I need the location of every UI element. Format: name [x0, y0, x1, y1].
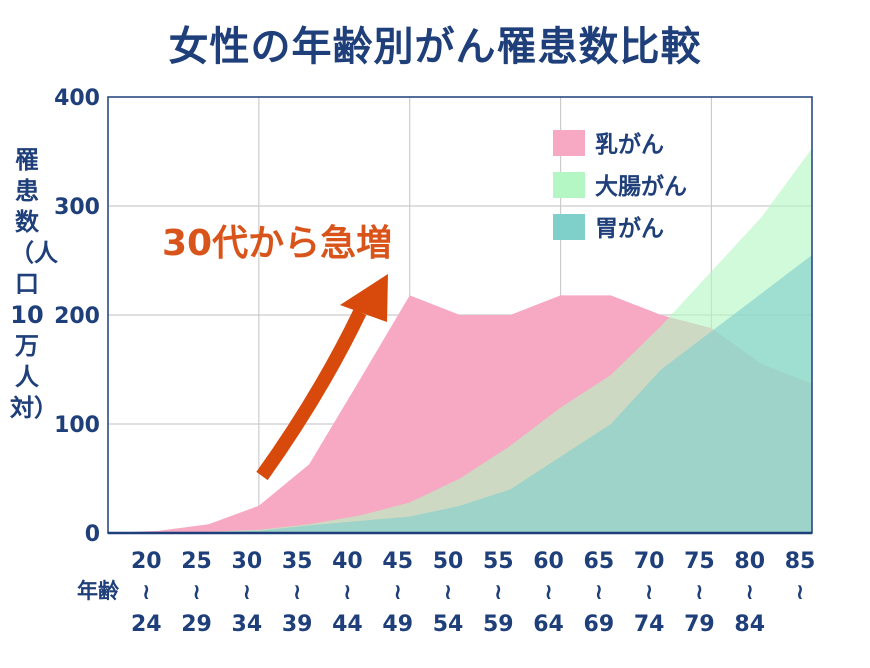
x-tick-start: 40	[332, 549, 363, 574]
x-tick-separator: ≀	[695, 580, 703, 605]
x-tick-separator: ≀	[494, 580, 502, 605]
x-tick-labels: 年齢 20 ≀ 24 25 ≀ 29 30 ≀ 34 35 ≀ 39 40 ≀ 44 45 ≀ 49 50 ≀ 54 55 ≀…	[77, 549, 815, 637]
x-tick-separator: ≀	[192, 580, 200, 605]
annotation-text: 30代から急増	[162, 223, 392, 264]
y-tick-label: 0	[85, 522, 100, 547]
x-tick-start: 85	[785, 549, 816, 574]
x-tick-start: 80	[734, 549, 765, 574]
x-tick-start: 55	[483, 549, 514, 574]
x-tick-separator: ≀	[746, 580, 754, 605]
x-tick-end: 34	[232, 612, 263, 637]
x-tick-separator: ≀	[544, 580, 552, 605]
plot-frame	[107, 96, 813, 535]
x-tick-separator: ≀	[444, 580, 452, 605]
area-series-2	[108, 255, 812, 534]
x-tick-end: 44	[332, 612, 363, 637]
legend-label: 胃がん	[595, 215, 664, 242]
x-tick-end: 39	[282, 612, 313, 637]
x-tick-end: 29	[181, 612, 212, 637]
x-tick-separator: ≀	[394, 580, 402, 605]
series-areas	[108, 148, 812, 534]
x-tick-separator: ≀	[293, 580, 301, 605]
x-tick-end: 69	[584, 612, 615, 637]
x-tick-end: 64	[533, 612, 564, 637]
x-tick-start: 20	[131, 549, 162, 574]
x-tick-start: 60	[533, 549, 564, 574]
x-tick-end: 59	[483, 612, 514, 637]
x-tick-separator: ≀	[595, 580, 603, 605]
x-tick-start: 30	[232, 549, 263, 574]
x-tick-end: 54	[433, 612, 464, 637]
x-tick-end: 79	[684, 612, 715, 637]
y-tick-labels: 0 100 200 300 400	[54, 86, 100, 547]
x-tick-separator: ≀	[243, 580, 251, 605]
y-tick-label: 100	[54, 413, 100, 438]
legend-swatch	[553, 172, 585, 198]
legend-label: 大腸がん	[595, 173, 687, 200]
x-tick-start: 25	[181, 549, 212, 574]
x-tick-separator: ≀	[142, 580, 150, 605]
legend-swatch	[553, 130, 585, 156]
legend-label: 乳がん	[595, 131, 664, 158]
y-tick-label: 400	[54, 86, 100, 111]
x-tick-end: 84	[734, 612, 765, 637]
x-tick-start: 50	[433, 549, 464, 574]
legend-swatch	[553, 214, 585, 240]
x-tick-start: 75	[684, 549, 715, 574]
x-tick-separator: ≀	[645, 580, 653, 605]
x-tick-end: 74	[634, 612, 665, 637]
x-axis-label: 年齢	[77, 579, 120, 603]
x-tick-separator: ≀	[343, 580, 351, 605]
y-axis-label: 罹患数（人口10万人対）	[10, 146, 58, 422]
annotation-group: 30代から急増	[162, 223, 392, 481]
x-tick-start: 70	[634, 549, 665, 574]
arrow-shaft	[256, 308, 367, 481]
x-tick-end: 24	[131, 612, 162, 637]
chart-title: 女性の年齢別がん罹患数比較	[168, 24, 702, 70]
x-tick-separator: ≀	[796, 580, 804, 605]
x-tick-start: 35	[282, 549, 313, 574]
x-tick-end: 49	[382, 612, 413, 637]
y-tick-label: 200	[54, 304, 100, 329]
y-tick-label: 300	[54, 195, 100, 220]
x-tick-start: 45	[382, 549, 413, 574]
arrow-head	[340, 274, 388, 322]
x-tick-start: 65	[584, 549, 615, 574]
